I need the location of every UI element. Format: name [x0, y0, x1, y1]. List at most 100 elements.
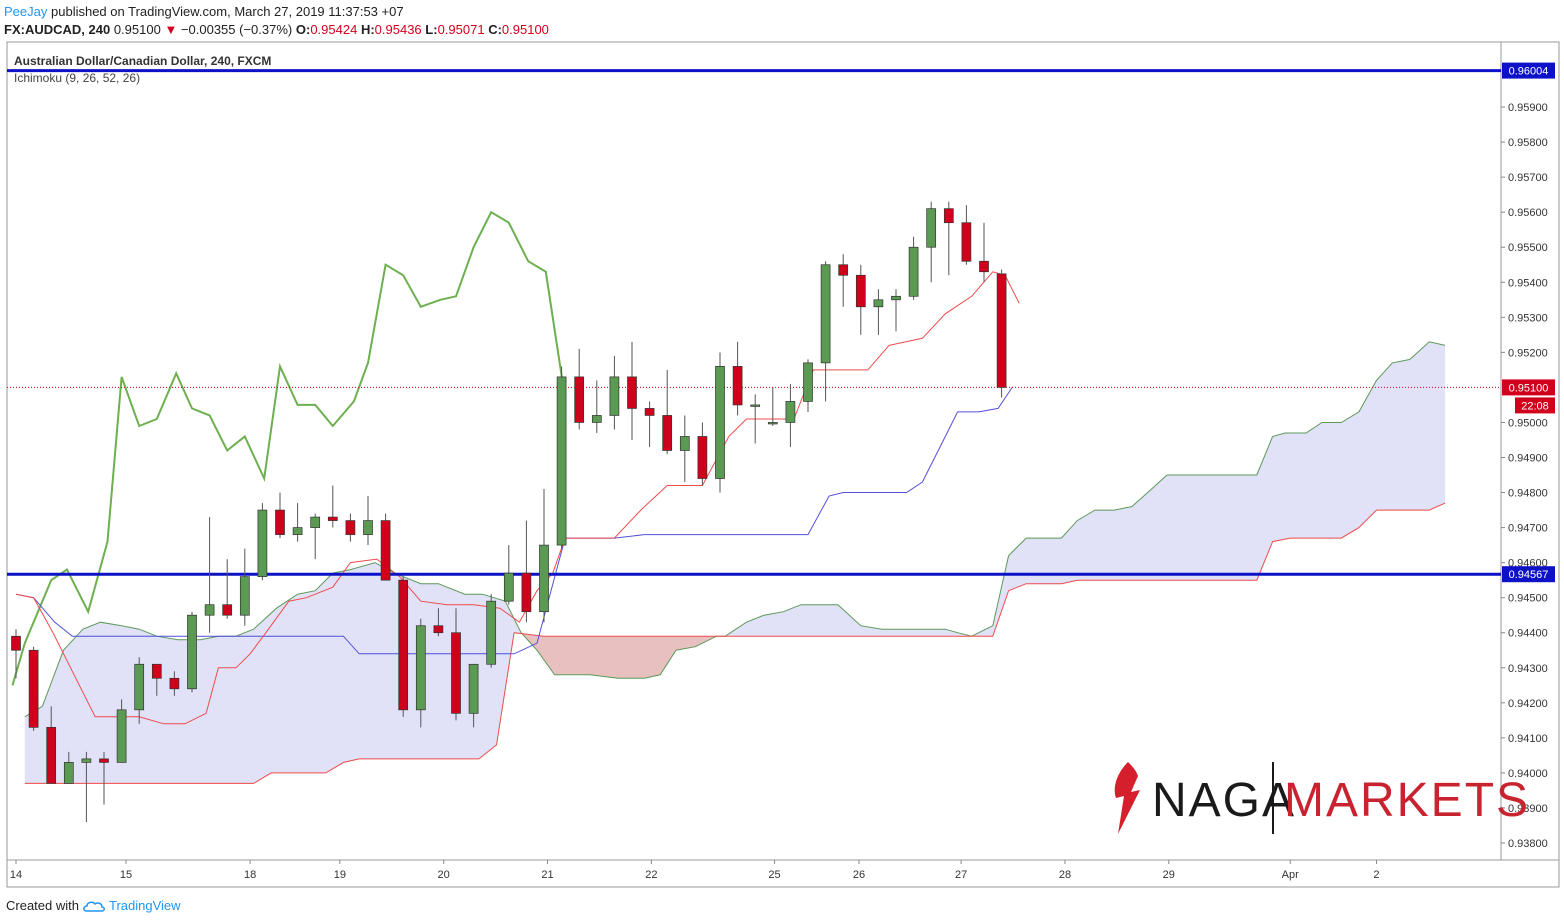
- published-text: published on TradingView.com, March 27, …: [51, 4, 404, 19]
- x-axis-frame[interactable]: [6, 859, 1560, 888]
- candle: [891, 289, 901, 332]
- chikou-span-line: [11, 210, 565, 686]
- candle: [644, 401, 655, 447]
- symbol-info: FX:AUDCAD, 240 0.95100 ▼ −0.00355 (−0.37…: [4, 22, 549, 37]
- candle: [820, 261, 831, 402]
- candle-body: [926, 208, 937, 248]
- x-tick-label: 15: [120, 869, 132, 881]
- last-price-tag-bg: [1502, 379, 1555, 396]
- candle-body: [679, 436, 690, 451]
- candle-body: [28, 649, 39, 728]
- candle: [556, 366, 567, 549]
- x-tick-label: 21: [541, 869, 553, 881]
- candle-body: [11, 635, 21, 651]
- candle-body: [433, 625, 444, 634]
- candle: [415, 618, 426, 728]
- symbol: FX:AUDCAD, 240: [4, 22, 111, 37]
- y-tick-label: 0.95300: [1508, 312, 1548, 324]
- level-price-tag-bg: [1502, 566, 1555, 583]
- candle-body: [891, 295, 901, 301]
- candle: [838, 254, 849, 307]
- tradingview-link[interactable]: TradingView: [108, 898, 181, 913]
- candle-body: [820, 264, 831, 364]
- x-tick-label: 28: [1059, 869, 1071, 881]
- candle-body: [873, 299, 884, 308]
- publish-info: PeeJay published on TradingView.com, Mar…: [4, 4, 404, 19]
- candle: [961, 205, 972, 265]
- candle: [451, 608, 461, 721]
- open-label: O:: [295, 22, 311, 37]
- price-tags: 0.96004 0.94567 0.95100 22:08: [1502, 62, 1555, 583]
- high-label: H:: [360, 22, 375, 37]
- last-price: 0.95100: [113, 22, 161, 37]
- candle: [292, 503, 303, 542]
- candles: [11, 201, 1007, 822]
- x-tick-label: 22: [645, 869, 657, 881]
- logo-divider: [1272, 762, 1274, 834]
- candle-body: [415, 625, 426, 711]
- cloud-bullish: [24, 562, 523, 784]
- candle-body: [257, 509, 268, 578]
- y-tick-label: 0.94100: [1508, 733, 1548, 745]
- candle-body: [838, 264, 849, 276]
- candle-body: [715, 366, 725, 479]
- candle-body: [239, 576, 250, 616]
- close-value: 0.95100: [501, 22, 549, 37]
- x-tick-label: 2: [1373, 869, 1379, 881]
- last-price-tag-text: 0.95100: [1509, 382, 1549, 394]
- candle-body: [275, 509, 285, 535]
- x-tick-label: Apr: [1282, 869, 1299, 881]
- candle-body: [539, 544, 549, 613]
- horizontal-lines[interactable]: [7, 69, 1501, 576]
- y-tick-label: 0.94700: [1508, 523, 1548, 535]
- level-price-tag: 0.94567: [1502, 566, 1555, 583]
- candle-body: [785, 401, 796, 423]
- candle: [310, 513, 321, 560]
- x-tick-label: 27: [955, 869, 967, 881]
- last-price-tag: 0.95100: [1502, 379, 1555, 396]
- author-name[interactable]: PeeJay: [4, 4, 48, 19]
- created-with-text: Created with: [6, 898, 79, 913]
- candle: [662, 369, 673, 454]
- candle-body: [81, 758, 92, 763]
- y-tick-label: 0.93800: [1508, 838, 1548, 850]
- level-price-tag-bg: [1502, 62, 1555, 79]
- candle: [134, 657, 145, 724]
- candle: [908, 236, 919, 300]
- y-tick-label: 0.95400: [1508, 277, 1548, 289]
- low-value: 0.95071: [437, 22, 485, 37]
- high-value: 0.95436: [374, 22, 422, 37]
- candle: [486, 594, 497, 668]
- candle: [63, 751, 74, 784]
- candle-body: [556, 376, 567, 546]
- candle: [521, 520, 532, 623]
- candle: [715, 352, 725, 493]
- candle: [275, 492, 285, 539]
- candle: [204, 517, 215, 633]
- indicator-label[interactable]: Ichimoku (9, 26, 52, 26): [14, 71, 140, 85]
- candle-body: [204, 604, 215, 616]
- candle: [679, 415, 690, 483]
- candle: [257, 503, 268, 581]
- y-axis: 0.95900 0.95800 0.95700 0.95600 0.95500 0.954…: [1501, 102, 1548, 850]
- cloud-bearish: [522, 633, 717, 679]
- candle: [855, 264, 866, 335]
- candle: [732, 341, 743, 416]
- kijun-sen-line: [15, 387, 1013, 655]
- x-tick-label: 26: [853, 869, 865, 881]
- candle-body: [345, 520, 356, 535]
- x-axis: 14 15 18 19 20 21 22 25 26 27 28 29 Apr 2: [10, 860, 1380, 881]
- candle-body: [767, 422, 778, 425]
- ichimoku-lines: [11, 210, 1446, 784]
- low-label: L:: [425, 22, 438, 37]
- candle: [926, 201, 937, 283]
- level-price-tag-text: 0.96004: [1509, 66, 1549, 78]
- candle: [99, 751, 109, 805]
- naga-markets-logo: NAGA MARKETS: [1114, 762, 1528, 834]
- candle-body: [398, 579, 409, 711]
- candle-body: [521, 572, 532, 613]
- y-tick-label: 0.94900: [1508, 453, 1548, 465]
- candle: [539, 489, 549, 623]
- candle: [468, 663, 479, 728]
